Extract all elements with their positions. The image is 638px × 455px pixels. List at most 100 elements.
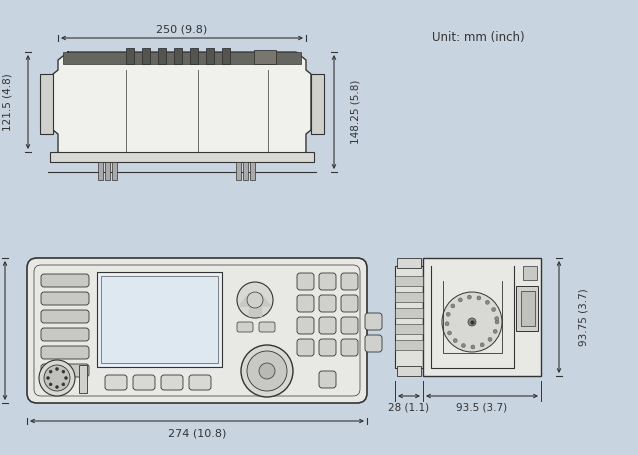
FancyBboxPatch shape xyxy=(27,258,367,403)
Polygon shape xyxy=(395,292,423,302)
Polygon shape xyxy=(40,74,53,134)
FancyBboxPatch shape xyxy=(161,375,183,390)
FancyBboxPatch shape xyxy=(297,339,314,356)
Polygon shape xyxy=(79,365,87,393)
Polygon shape xyxy=(423,258,541,376)
Circle shape xyxy=(56,368,59,370)
Polygon shape xyxy=(395,340,423,350)
Polygon shape xyxy=(239,294,261,306)
Circle shape xyxy=(259,363,275,379)
Polygon shape xyxy=(63,52,301,64)
Polygon shape xyxy=(250,162,255,180)
Polygon shape xyxy=(395,266,423,368)
Circle shape xyxy=(49,370,52,373)
Polygon shape xyxy=(395,324,423,334)
Polygon shape xyxy=(222,48,230,64)
Circle shape xyxy=(477,296,481,300)
Circle shape xyxy=(247,351,287,391)
Polygon shape xyxy=(395,276,423,286)
Circle shape xyxy=(44,365,70,391)
Polygon shape xyxy=(98,162,103,180)
FancyBboxPatch shape xyxy=(365,313,382,330)
FancyBboxPatch shape xyxy=(237,322,253,332)
Polygon shape xyxy=(97,272,222,367)
Circle shape xyxy=(471,345,475,349)
Polygon shape xyxy=(174,48,182,64)
Circle shape xyxy=(247,292,263,308)
Polygon shape xyxy=(105,162,110,180)
Circle shape xyxy=(39,360,75,396)
Circle shape xyxy=(451,304,455,308)
FancyBboxPatch shape xyxy=(341,273,358,290)
Circle shape xyxy=(237,282,273,318)
Polygon shape xyxy=(397,366,421,376)
Circle shape xyxy=(445,322,449,326)
Circle shape xyxy=(56,385,59,389)
Polygon shape xyxy=(142,48,150,64)
FancyBboxPatch shape xyxy=(41,364,89,377)
Circle shape xyxy=(64,376,68,379)
Polygon shape xyxy=(50,152,314,162)
FancyBboxPatch shape xyxy=(341,295,358,312)
Polygon shape xyxy=(126,48,134,64)
Circle shape xyxy=(458,298,463,302)
Circle shape xyxy=(461,344,466,348)
Polygon shape xyxy=(236,162,241,180)
Circle shape xyxy=(494,317,499,320)
Text: Unit: mm (inch): Unit: mm (inch) xyxy=(432,31,524,45)
Circle shape xyxy=(62,383,65,386)
FancyBboxPatch shape xyxy=(319,371,336,388)
Text: 121.5 (4.8): 121.5 (4.8) xyxy=(3,73,13,131)
Text: 148.25 (5.8): 148.25 (5.8) xyxy=(351,80,361,144)
FancyBboxPatch shape xyxy=(41,328,89,341)
Circle shape xyxy=(488,337,492,341)
FancyBboxPatch shape xyxy=(341,339,358,356)
Text: 93.75 (3.7): 93.75 (3.7) xyxy=(578,288,588,346)
FancyBboxPatch shape xyxy=(319,273,336,290)
Polygon shape xyxy=(311,74,324,134)
FancyBboxPatch shape xyxy=(319,339,336,356)
Circle shape xyxy=(480,343,484,347)
Polygon shape xyxy=(254,50,276,64)
FancyBboxPatch shape xyxy=(341,317,358,334)
Circle shape xyxy=(453,339,457,343)
Polygon shape xyxy=(395,308,423,318)
FancyBboxPatch shape xyxy=(133,375,155,390)
Polygon shape xyxy=(249,294,261,296)
FancyBboxPatch shape xyxy=(41,292,89,305)
FancyBboxPatch shape xyxy=(105,375,127,390)
Polygon shape xyxy=(397,258,421,268)
Polygon shape xyxy=(243,162,248,180)
Circle shape xyxy=(49,383,52,386)
FancyBboxPatch shape xyxy=(41,274,89,287)
Circle shape xyxy=(447,331,452,335)
Circle shape xyxy=(446,312,450,316)
Polygon shape xyxy=(249,294,261,316)
Polygon shape xyxy=(523,266,537,280)
Polygon shape xyxy=(101,276,218,363)
Polygon shape xyxy=(206,48,214,64)
Text: 28 (1.1): 28 (1.1) xyxy=(389,403,429,413)
FancyBboxPatch shape xyxy=(41,310,89,323)
FancyBboxPatch shape xyxy=(41,346,89,359)
Polygon shape xyxy=(249,294,271,306)
Circle shape xyxy=(468,318,476,326)
Polygon shape xyxy=(158,48,166,64)
Polygon shape xyxy=(521,291,535,326)
FancyBboxPatch shape xyxy=(259,322,275,332)
FancyBboxPatch shape xyxy=(319,317,336,334)
Text: 274 (10.8): 274 (10.8) xyxy=(168,428,226,438)
Polygon shape xyxy=(190,48,198,64)
FancyBboxPatch shape xyxy=(297,295,314,312)
Circle shape xyxy=(62,370,65,373)
Circle shape xyxy=(493,329,497,334)
Circle shape xyxy=(486,300,489,304)
Polygon shape xyxy=(516,286,538,331)
Circle shape xyxy=(442,292,502,352)
FancyBboxPatch shape xyxy=(365,335,382,352)
Circle shape xyxy=(468,295,471,299)
FancyBboxPatch shape xyxy=(297,273,314,290)
FancyBboxPatch shape xyxy=(319,295,336,312)
Polygon shape xyxy=(112,162,117,180)
Circle shape xyxy=(241,345,293,397)
